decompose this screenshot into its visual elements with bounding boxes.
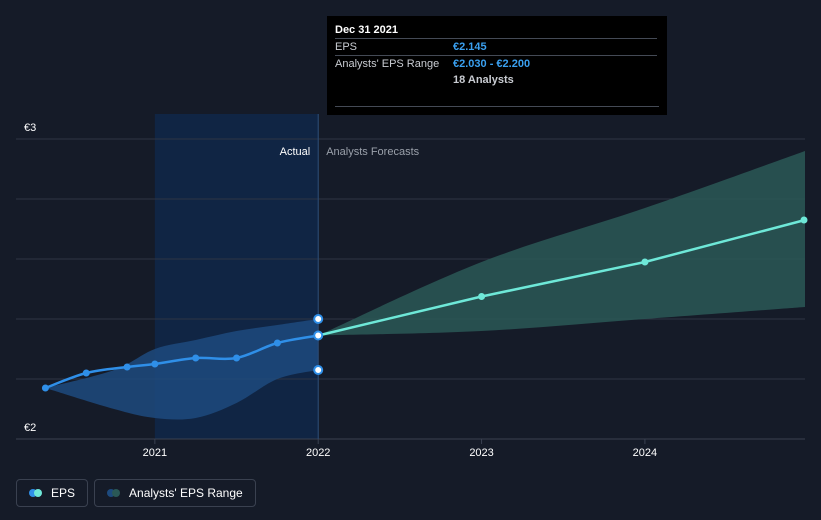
tooltip-date: Dec 31 2021 <box>335 24 398 36</box>
tooltip-eps-label: EPS <box>335 41 358 53</box>
tooltip-analysts-row: 18 Analysts <box>335 72 657 88</box>
forecast-point <box>641 258 649 266</box>
x-tick-label: 2023 <box>469 447 493 459</box>
historical-eps-range-area <box>45 319 319 420</box>
tooltip-divider <box>335 106 659 107</box>
tooltip-range-label: Analysts' EPS Range <box>335 58 440 70</box>
eps-point <box>151 360 159 368</box>
forecast-point <box>800 216 808 224</box>
legend-eps-toggle[interactable]: EPS <box>16 479 89 507</box>
axis-ticks: €2 €3 2021 2022 2023 2024 <box>24 122 657 459</box>
range-swatch-icon <box>107 489 121 497</box>
x-tick-label: 2022 <box>306 447 330 459</box>
legend-eps-label: EPS <box>51 486 76 500</box>
eps-forecast-line <box>317 218 806 337</box>
range-highlight-point <box>313 365 324 375</box>
tooltip-range-row: Analysts' EPS Range €2.030 - €2.200 <box>335 55 657 72</box>
x-tick-label: 2024 <box>633 447 657 459</box>
legend-range-toggle[interactable]: Analysts' EPS Range <box>94 479 256 507</box>
tooltip-eps-row: EPS €2.145 <box>335 38 657 55</box>
eps-point <box>233 354 241 362</box>
eps-line <box>44 334 319 390</box>
range-highlight-point <box>313 314 324 324</box>
tooltip: Dec 31 2021 EPS €2.145 Analysts' EPS Ran… <box>327 16 667 115</box>
tooltip-range-value: €2.030 - €2.200 <box>453 58 531 70</box>
x-tick-label: 2021 <box>143 447 167 459</box>
eps-point <box>123 363 131 371</box>
forecast-point <box>478 293 486 300</box>
eps-point <box>192 354 200 362</box>
eps-point <box>273 339 281 347</box>
eps-point <box>82 369 90 377</box>
eps-point <box>313 330 324 341</box>
tooltip-analysts-count: 18 Analysts <box>453 74 514 86</box>
actual-region-label: Actual <box>280 146 311 158</box>
eps-swatch-icon <box>29 489 43 497</box>
y-tick-label: €3 <box>24 122 36 134</box>
tooltip-eps-value: €2.145 <box>453 41 487 53</box>
eps-point <box>41 384 49 392</box>
forecast-eps-range-area <box>318 151 805 336</box>
data-points <box>41 216 808 392</box>
y-tick-label: €2 <box>24 422 36 434</box>
forecast-region-label: Analysts Forecasts <box>326 146 419 158</box>
legend-range-label: Analysts' EPS Range <box>129 486 243 500</box>
legend: EPS Analysts' EPS Range <box>16 479 256 507</box>
